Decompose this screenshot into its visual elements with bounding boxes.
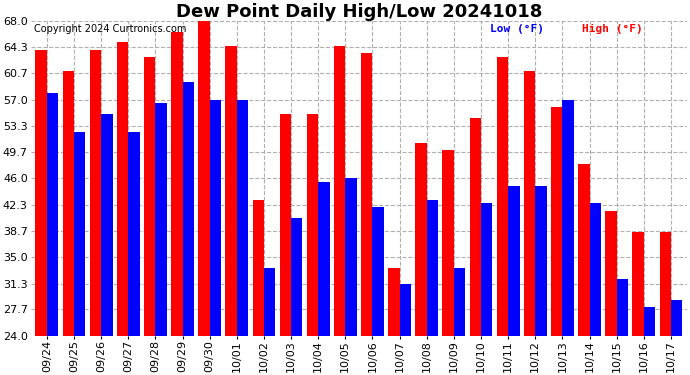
- Bar: [524, 71, 535, 336]
- Bar: [633, 232, 644, 336]
- Bar: [35, 50, 47, 336]
- Bar: [264, 268, 275, 336]
- Bar: [226, 46, 237, 336]
- Text: High (°F): High (°F): [582, 24, 643, 34]
- Bar: [415, 142, 426, 336]
- Text: Low (°F): Low (°F): [490, 24, 544, 34]
- Bar: [144, 57, 155, 336]
- Bar: [644, 307, 655, 336]
- Bar: [481, 204, 493, 336]
- Bar: [589, 204, 601, 336]
- Bar: [442, 150, 454, 336]
- Bar: [454, 268, 465, 336]
- Bar: [578, 164, 589, 336]
- Bar: [334, 46, 345, 336]
- Bar: [535, 186, 546, 336]
- Bar: [345, 178, 357, 336]
- Bar: [400, 284, 411, 336]
- Bar: [117, 42, 128, 336]
- Bar: [128, 132, 139, 336]
- Bar: [373, 207, 384, 336]
- Bar: [74, 132, 86, 336]
- Bar: [253, 200, 264, 336]
- Bar: [671, 300, 682, 336]
- Bar: [291, 218, 302, 336]
- Bar: [210, 100, 221, 336]
- Bar: [307, 114, 318, 336]
- Bar: [198, 21, 210, 336]
- Bar: [551, 107, 562, 336]
- Bar: [47, 93, 58, 336]
- Bar: [155, 103, 167, 336]
- Bar: [562, 100, 574, 336]
- Bar: [605, 211, 617, 336]
- Bar: [318, 182, 330, 336]
- Bar: [361, 53, 373, 336]
- Bar: [426, 200, 438, 336]
- Bar: [470, 118, 481, 336]
- Bar: [171, 32, 183, 336]
- Bar: [237, 100, 248, 336]
- Title: Dew Point Daily High/Low 20241018: Dew Point Daily High/Low 20241018: [176, 3, 542, 21]
- Text: Copyright 2024 Curtronics.com: Copyright 2024 Curtronics.com: [34, 24, 186, 34]
- Bar: [497, 57, 508, 336]
- Bar: [508, 186, 520, 336]
- Bar: [617, 279, 628, 336]
- Bar: [183, 82, 194, 336]
- Bar: [63, 71, 74, 336]
- Bar: [279, 114, 291, 336]
- Bar: [388, 268, 400, 336]
- Bar: [90, 50, 101, 336]
- Bar: [101, 114, 112, 336]
- Bar: [660, 232, 671, 336]
